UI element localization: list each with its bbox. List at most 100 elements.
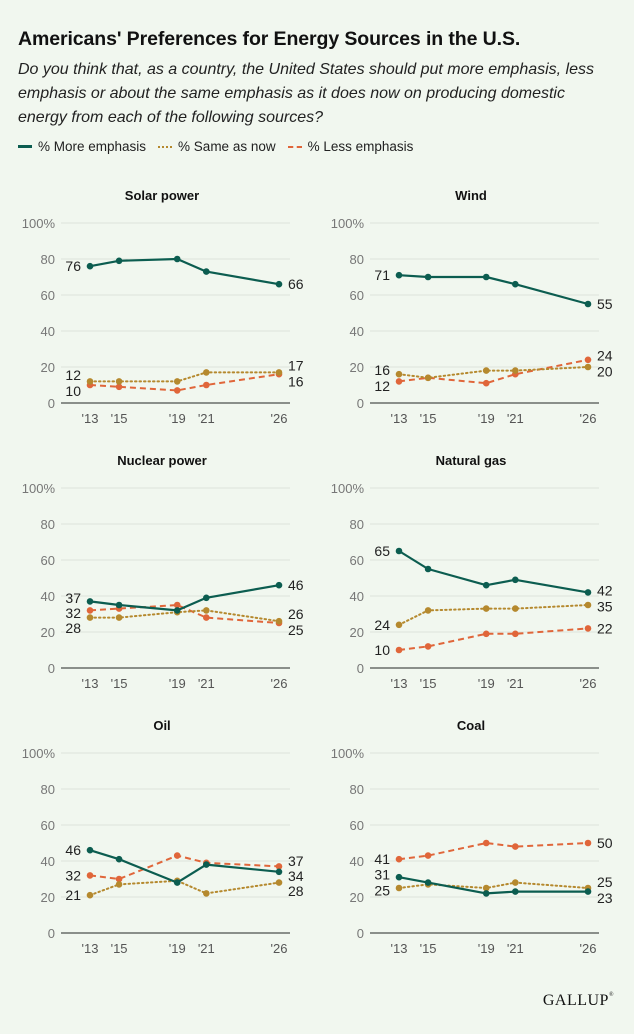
- data-label-end-less: 22: [597, 620, 613, 636]
- legend-swatch-dotted-icon: [158, 145, 173, 148]
- data-point-less: [584, 625, 592, 632]
- panel-title: Coal: [457, 718, 485, 733]
- x-tick-label: '19: [478, 676, 495, 691]
- y-tick-label: 0: [357, 661, 364, 676]
- logo-text: GALLUP: [542, 992, 609, 1009]
- data-point-same: [86, 614, 94, 621]
- data-label-start-same: 25: [374, 883, 390, 899]
- y-tick-label: 80: [41, 782, 55, 797]
- x-tick-label: '19: [169, 941, 186, 956]
- data-point-less: [115, 383, 123, 391]
- x-tick-label: '21: [507, 676, 524, 691]
- legend-item-less: % Less emphasis: [287, 139, 413, 154]
- y-tick-label: 100%: [331, 746, 365, 761]
- legend-item-more: % More emphasis: [18, 139, 146, 154]
- y-tick-label: 60: [350, 553, 364, 568]
- y-tick-label: 20: [41, 625, 55, 640]
- x-tick-label: '13: [391, 411, 408, 426]
- data-point-less: [203, 381, 210, 389]
- data-point-more: [203, 268, 210, 275]
- data-point-less: [482, 630, 490, 638]
- data-point-same: [395, 884, 403, 892]
- data-label-start-same: 28: [65, 620, 81, 636]
- data-label-end-same: 25: [597, 874, 613, 890]
- y-tick-label: 60: [41, 818, 55, 833]
- data-label-start-less: 32: [65, 605, 81, 621]
- data-point-more: [482, 581, 490, 589]
- data-label-end-less: 25: [288, 622, 304, 638]
- data-point-less: [275, 863, 283, 870]
- data-point-less: [482, 379, 490, 387]
- data-label-start-more: 37: [65, 590, 81, 606]
- data-label-start-less: 32: [65, 867, 81, 883]
- y-tick-label: 100%: [22, 481, 56, 496]
- data-point-more: [173, 607, 181, 614]
- y-tick-label: 60: [350, 288, 364, 303]
- legend-label: % Same as now: [178, 139, 276, 154]
- y-tick-label: 0: [48, 396, 55, 411]
- data-point-less: [395, 855, 403, 863]
- y-tick-label: 100%: [22, 746, 56, 761]
- data-point-more: [584, 300, 592, 308]
- data-point-same: [512, 605, 519, 612]
- legend-label: % More emphasis: [38, 139, 147, 154]
- data-point-same: [275, 369, 283, 376]
- data-point-more: [395, 873, 403, 881]
- x-tick-label: '15: [420, 676, 437, 691]
- x-tick-label: '21: [198, 411, 215, 426]
- y-tick-label: 40: [350, 324, 364, 339]
- data-label-start-less: 10: [65, 383, 81, 399]
- data-point-more: [424, 565, 432, 573]
- data-point-same: [203, 890, 210, 897]
- data-label-start-more: 76: [65, 258, 81, 274]
- data-point-less: [173, 387, 181, 394]
- data-point-less: [173, 852, 181, 859]
- data-label-end-less: 16: [288, 373, 304, 389]
- data-label-end-more: 23: [597, 890, 613, 906]
- x-tick-label: '13: [82, 941, 99, 956]
- data-point-same: [115, 378, 123, 385]
- y-tick-label: 60: [41, 553, 55, 568]
- data-point-less: [584, 839, 592, 847]
- data-label-end-same: 17: [288, 357, 304, 373]
- y-tick-label: 80: [350, 782, 364, 797]
- y-tick-label: 20: [41, 890, 55, 905]
- data-point-more: [482, 890, 490, 897]
- x-tick-label: '15: [420, 411, 437, 426]
- data-point-more: [203, 594, 210, 602]
- data-label-end-more: 66: [288, 276, 304, 292]
- x-tick-label: '26: [271, 676, 288, 691]
- data-label-end-more: 34: [288, 868, 304, 884]
- data-point-same: [115, 614, 123, 621]
- chart-subtitle: Do you think that, as a country, the Uni…: [18, 61, 595, 126]
- data-point-less: [173, 601, 181, 609]
- y-tick-label: 0: [48, 661, 55, 676]
- y-tick-label: 80: [350, 517, 364, 532]
- y-tick-label: 20: [350, 360, 364, 375]
- y-tick-label: 60: [41, 288, 55, 303]
- y-tick-label: 40: [41, 854, 55, 869]
- data-label-end-less: 24: [597, 347, 613, 363]
- data-point-less: [482, 839, 490, 847]
- legend-swatch-solid-icon: [18, 145, 32, 148]
- data-point-more: [86, 846, 94, 854]
- y-tick-label: 80: [41, 517, 55, 532]
- series-line-less: [89, 373, 280, 392]
- panel-title: Oil: [153, 718, 170, 733]
- data-point-more: [395, 271, 403, 279]
- data-point-more: [203, 861, 210, 868]
- x-tick-label: '15: [111, 941, 128, 956]
- y-tick-label: 100%: [22, 216, 56, 231]
- x-tick-label: '15: [111, 676, 128, 691]
- data-point-same: [86, 891, 94, 899]
- series-line-less: [89, 604, 280, 624]
- y-tick-label: 20: [350, 625, 364, 640]
- data-point-same: [173, 378, 181, 385]
- data-point-more: [512, 576, 519, 584]
- data-point-more: [115, 855, 123, 863]
- data-point-more: [584, 888, 592, 895]
- data-point-more: [482, 273, 490, 281]
- x-tick-label: '15: [111, 411, 128, 426]
- data-point-same: [512, 367, 519, 374]
- x-tick-label: '26: [580, 676, 597, 691]
